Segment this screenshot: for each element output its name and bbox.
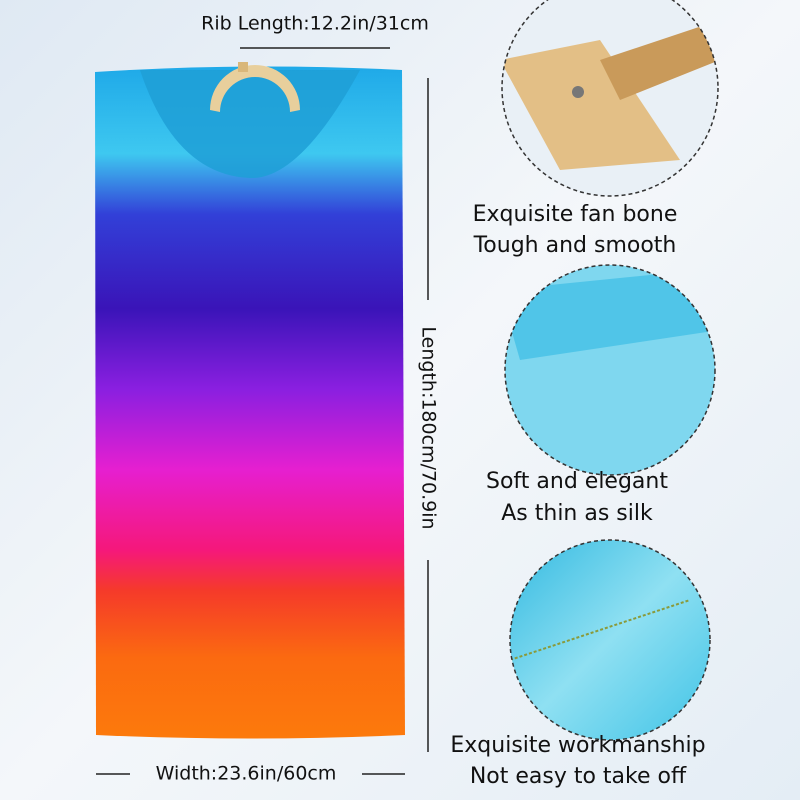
circle-outline <box>504 264 716 476</box>
circle-outline <box>501 0 719 197</box>
feature-line: Not easy to take off <box>470 764 687 789</box>
detail-workmanship <box>510 540 710 740</box>
dimension-arrows <box>96 47 429 775</box>
feature-line: Tough and smooth <box>473 233 677 258</box>
feature-line: Soft and elegant <box>486 469 668 494</box>
fan-rivet <box>238 62 248 72</box>
feature-line: As thin as silk <box>501 501 653 526</box>
length: Length:180cm/70.9in <box>418 326 440 529</box>
detail-silk <box>505 265 715 475</box>
silk-veil <box>95 66 405 739</box>
circle-outline <box>509 539 711 741</box>
fan-silk <box>140 70 360 179</box>
width: Width:23.6in/60cm <box>156 763 337 785</box>
fan-bamboo <box>210 65 300 112</box>
detail-fan-bone <box>502 0 718 196</box>
rib-length: Rib Length:12.2in/31cm <box>201 13 429 35</box>
feature-line: Exquisite fan bone <box>473 202 678 227</box>
feature-line: Exquisite workmanship <box>450 733 705 758</box>
